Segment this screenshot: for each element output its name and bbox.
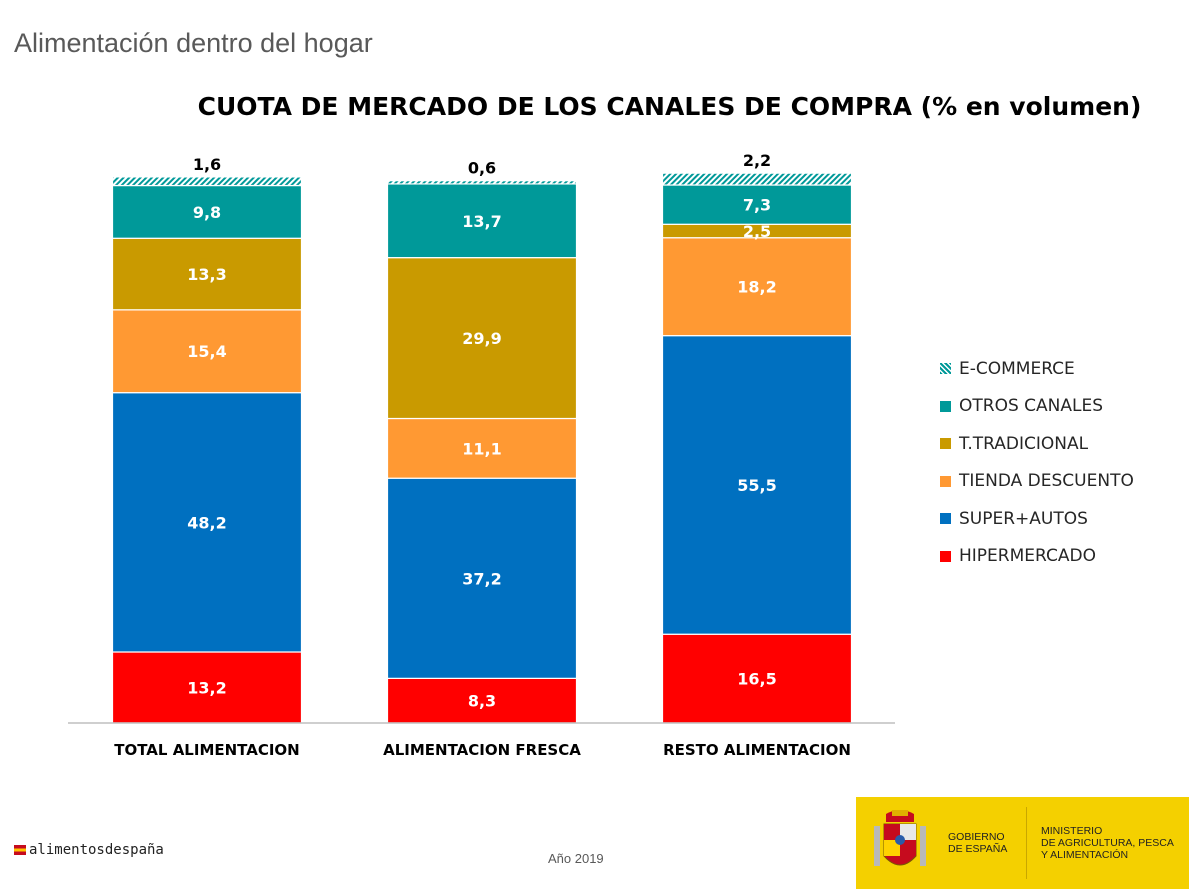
footer-year: Año 2019 (548, 851, 604, 866)
legend-swatch (940, 475, 951, 487)
banner-divider (1026, 807, 1027, 879)
coat-of-arms-icon (870, 808, 930, 878)
category-label-resto-alimentacion: RESTO ALIMENTACION (663, 741, 851, 759)
data-label-super-autos-alimentacion-fresca: 37,2 (462, 569, 501, 588)
legend-swatch (940, 400, 951, 412)
legend-label: TIENDA DESCUENTO (959, 471, 1134, 492)
bar-segment-tienda-descuento-alimentacion-fresca (386, 417, 578, 479)
data-label-otros-canales-alimentacion-fresca: 13,7 (462, 212, 501, 231)
logo-text: alimentosdespaña (29, 842, 164, 858)
legend-swatch (940, 363, 951, 375)
category-label-total-alimentacion: TOTAL ALIMENTACION (114, 741, 300, 759)
bar-segment-e-commerce-resto-alimentacion (661, 172, 853, 186)
data-label-e-commerce-total-alimentacion: 1,6 (193, 155, 221, 174)
legend-item-hipermercado: HIPERMERCADO (940, 538, 1134, 576)
data-label-t-tradicional-alimentacion-fresca: 29,9 (462, 329, 501, 348)
data-label-t-tradicional-total-alimentacion: 13,3 (187, 265, 226, 284)
bar-segment-super-autos-total-alimentacion (111, 392, 303, 653)
legend-item-otros-canales: OTROS CANALES (940, 388, 1134, 426)
bar-segment-tienda-descuento-resto-alimentacion (661, 237, 853, 337)
bar-segment-super-autos-resto-alimentacion (661, 335, 853, 635)
data-label-e-commerce-alimentacion-fresca: 0,6 (468, 159, 496, 178)
data-label-t-tradicional-resto-alimentacion: 2,5 (743, 222, 771, 241)
data-label-tienda-descuento-resto-alimentacion: 18,2 (737, 278, 776, 297)
data-label-super-autos-resto-alimentacion: 55,5 (737, 476, 776, 495)
flag-icon (14, 845, 26, 855)
legend-item-tienda-descuento: TIENDA DESCUENTO (940, 463, 1134, 501)
legend-label: E-COMMERCE (959, 358, 1075, 379)
ministry-line-1: MINISTERIO (1041, 825, 1103, 837)
legend-label: T.TRADICIONAL (959, 433, 1089, 454)
legend-swatch (940, 550, 951, 562)
bar-segment-t-tradicional-alimentacion-fresca (386, 257, 578, 420)
ministry-line-3: Y ALIMENTACIÓN (1041, 849, 1129, 861)
ministry-line-2: DE AGRICULTURA, PESCA (1041, 837, 1174, 849)
legend-item-super-autos: SUPER+AUTOS (940, 500, 1134, 538)
data-label-tienda-descuento-alimentacion-fresca: 11,1 (462, 439, 501, 458)
bar-segment-super-autos-alimentacion-fresca (386, 477, 578, 679)
legend-item-t-tradicional: T.TRADICIONAL (940, 425, 1134, 463)
data-label-otros-canales-resto-alimentacion: 7,3 (743, 196, 771, 215)
bar-segment-e-commerce-total-alimentacion (111, 176, 303, 187)
legend-item-e-commerce: E-COMMERCE (940, 350, 1134, 388)
chart-legend: E-COMMERCE OTROS CANALES T.TRADICIONAL TIEN… (940, 350, 1134, 575)
gobierno-de-espana-text: GOBIERNO DE ESPAÑA (948, 831, 1020, 855)
alimentos-de-espana-logo: alimentosdespaña (14, 842, 164, 858)
legend-swatch (940, 513, 951, 525)
ministry-text: MINISTERIO DE AGRICULTURA, PESCA Y ALIME… (1041, 825, 1181, 861)
bar-segment-otros-canales-total-alimentacion (111, 184, 303, 239)
data-label-hipermercado-total-alimentacion: 13,2 (187, 678, 226, 697)
data-label-tienda-descuento-total-alimentacion: 15,4 (187, 342, 226, 361)
data-label-hipermercado-resto-alimentacion: 16,5 (737, 670, 776, 689)
bar-segment-tienda-descuento-total-alimentacion (111, 309, 303, 394)
data-label-hipermercado-alimentacion-fresca: 8,3 (468, 692, 496, 711)
gov-line-2: DE ESPAÑA (948, 843, 1008, 855)
chart-title: CUOTA DE MERCADO DE LOS CANALES DE COMPR… (197, 92, 1142, 121)
data-label-super-autos-total-alimentacion: 48,2 (187, 513, 226, 532)
legend-label: OTROS CANALES (959, 396, 1104, 417)
gov-line-1: GOBIERNO (948, 831, 1005, 843)
legend-label: SUPER+AUTOS (959, 508, 1088, 529)
page-title: Alimentación dentro del hogar (14, 28, 373, 58)
legend-label: HIPERMERCADO (959, 546, 1096, 567)
data-label-otros-canales-total-alimentacion: 9,8 (193, 203, 221, 222)
government-banner: GOBIERNO DE ESPAÑA MINISTERIO DE AGRICUL… (856, 797, 1189, 889)
bar-segment-e-commerce-alimentacion-fresca (386, 180, 578, 185)
legend-swatch (940, 438, 951, 450)
category-label-alimentacion-fresca: ALIMENTACION FRESCA (383, 741, 581, 759)
bar-segment-hipermercado-resto-alimentacion (661, 633, 853, 724)
data-label-e-commerce-resto-alimentacion: 2,2 (743, 151, 771, 170)
